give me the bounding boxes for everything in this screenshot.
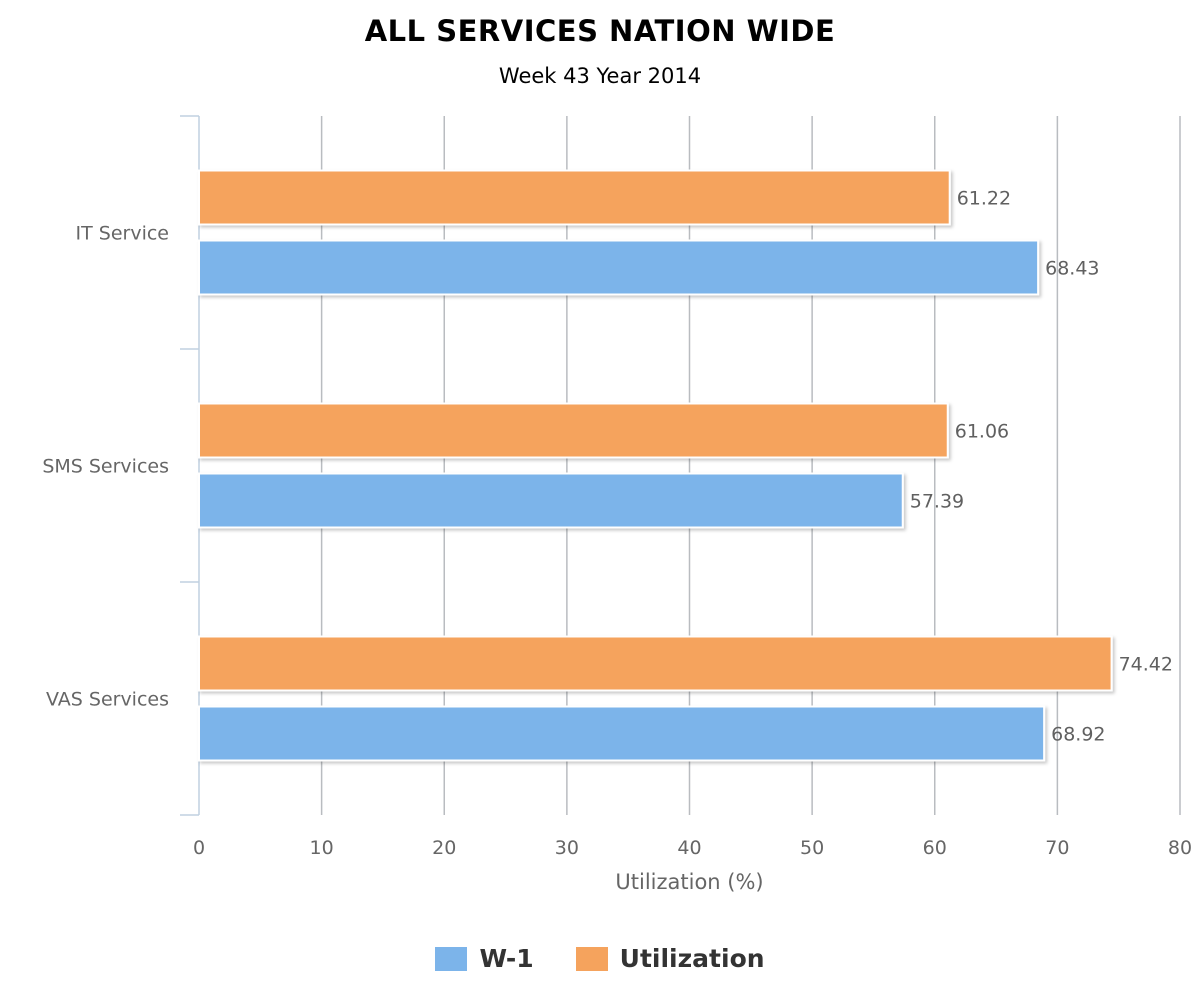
data-label: 61.22 xyxy=(957,188,1011,210)
legend-label: Utilization xyxy=(619,944,765,973)
x-tick-label: 70 xyxy=(1045,837,1069,859)
data-label: 74.42 xyxy=(1119,654,1173,676)
chart-title: ALL SERVICES NATION WIDE xyxy=(364,14,836,48)
bar-utilization xyxy=(198,402,949,459)
x-tick-label: 40 xyxy=(677,837,701,859)
data-label: 68.43 xyxy=(1045,258,1099,280)
bar-utilization xyxy=(198,169,951,226)
data-label: 57.39 xyxy=(910,491,964,513)
legend-swatch xyxy=(575,946,608,971)
bar-w-1 xyxy=(198,239,1040,296)
x-tick-label: 50 xyxy=(800,837,824,859)
data-label: 61.06 xyxy=(955,421,1009,443)
category-label: VAS Services xyxy=(46,689,169,711)
x-tick-label: 30 xyxy=(555,837,579,859)
category-label: SMS Services xyxy=(42,456,169,478)
chart-legend: W-1 Utilization xyxy=(0,944,1200,973)
legend-label: W-1 xyxy=(479,944,534,973)
legend-item-w-1[interactable]: W-1 xyxy=(435,944,534,973)
x-tick-label: 0 xyxy=(193,837,205,859)
category-label: IT Service xyxy=(76,223,169,245)
bar-utilization xyxy=(198,635,1113,692)
data-label: 68.92 xyxy=(1051,724,1105,746)
x-axis-title: Utilization (%) xyxy=(615,870,763,894)
legend-swatch xyxy=(435,946,468,971)
bar-w-1 xyxy=(198,705,1046,762)
legend-item-utilization[interactable]: Utilization xyxy=(575,944,765,973)
bar-chart-plot: IT Service SMS Services VAS Services 0 10 20 3… xyxy=(42,115,1192,894)
bar-w-1 xyxy=(198,472,904,529)
x-tick-label: 20 xyxy=(432,837,456,859)
x-tick-label: 80 xyxy=(1168,837,1192,859)
chart-subtitle: Week 43 Year 2014 xyxy=(498,64,702,88)
x-tick-label: 60 xyxy=(923,837,947,859)
x-tick-label: 10 xyxy=(310,837,334,859)
